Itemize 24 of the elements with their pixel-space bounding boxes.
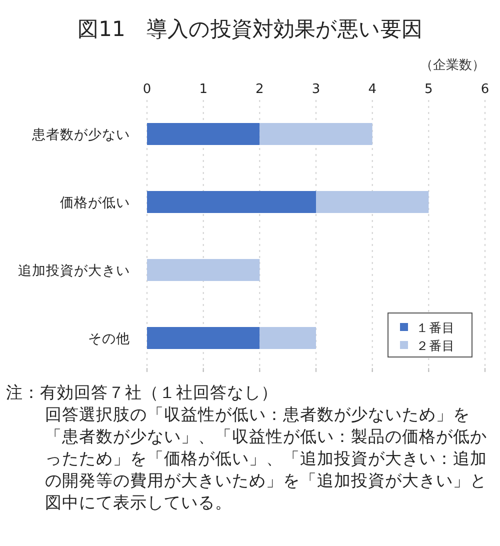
chart-title: 図11 導入の投資対効果が悪い要因 bbox=[78, 17, 422, 41]
y-tick-label: 価格が低い bbox=[60, 195, 130, 211]
bar bbox=[147, 259, 260, 281]
legend-label: １番目 bbox=[416, 320, 455, 335]
y-tick-label: その他 bbox=[88, 331, 130, 347]
bar bbox=[316, 191, 429, 213]
x-tick-label: 2 bbox=[256, 82, 264, 97]
bar bbox=[147, 191, 316, 213]
y-tick-label: 患者数が少ない bbox=[31, 127, 130, 143]
bar bbox=[260, 123, 372, 145]
bar bbox=[260, 327, 316, 349]
text: 回答選択肢の「収益性が低い：患者数が少ないため」を「患者数が少ない」、「収益性が低い：製品の価格が低かったため」を「価格が低い」、「追加投資が大きい：追加の開発等の費用が大きいため」を「追加投資が大きい」と図中にて表示している。 bbox=[45, 404, 488, 514]
legend-label: ２番目 bbox=[416, 338, 455, 353]
x-axis-title: （企業数） bbox=[420, 58, 485, 73]
y-tick-label: 追加投資が大きい bbox=[18, 263, 130, 279]
x-tick-label: 3 bbox=[312, 82, 320, 97]
bar bbox=[147, 123, 260, 145]
bar bbox=[147, 327, 260, 349]
x-tick-label: 1 bbox=[199, 82, 208, 97]
x-tick-label: 6 bbox=[480, 82, 490, 97]
text: 注：有効回答７社（１社回答なし） bbox=[6, 382, 279, 404]
x-tick-label: 4 bbox=[368, 82, 376, 97]
x-tick-label: 5 bbox=[424, 82, 433, 97]
x-tick-label: 0 bbox=[142, 82, 152, 97]
